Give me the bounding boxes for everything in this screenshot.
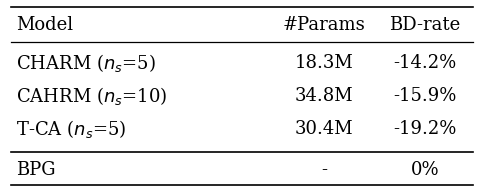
- Text: 0%: 0%: [410, 161, 439, 179]
- Text: 34.8M: 34.8M: [294, 87, 353, 105]
- Text: -19.2%: -19.2%: [393, 120, 456, 138]
- Text: -15.9%: -15.9%: [393, 87, 456, 105]
- Text: CHARM ($n_s$=5): CHARM ($n_s$=5): [16, 52, 156, 74]
- Text: BPG: BPG: [16, 161, 55, 179]
- Text: T-CA ($n_s$=5): T-CA ($n_s$=5): [16, 118, 126, 140]
- Text: CAHRM ($n_s$=10): CAHRM ($n_s$=10): [16, 85, 167, 107]
- Text: -14.2%: -14.2%: [393, 54, 456, 71]
- Text: -: -: [321, 161, 327, 179]
- Text: 30.4M: 30.4M: [294, 120, 353, 138]
- Text: 18.3M: 18.3M: [294, 54, 353, 71]
- Text: #Params: #Params: [283, 17, 365, 34]
- Text: Model: Model: [16, 17, 73, 34]
- Text: BD-rate: BD-rate: [389, 17, 460, 34]
